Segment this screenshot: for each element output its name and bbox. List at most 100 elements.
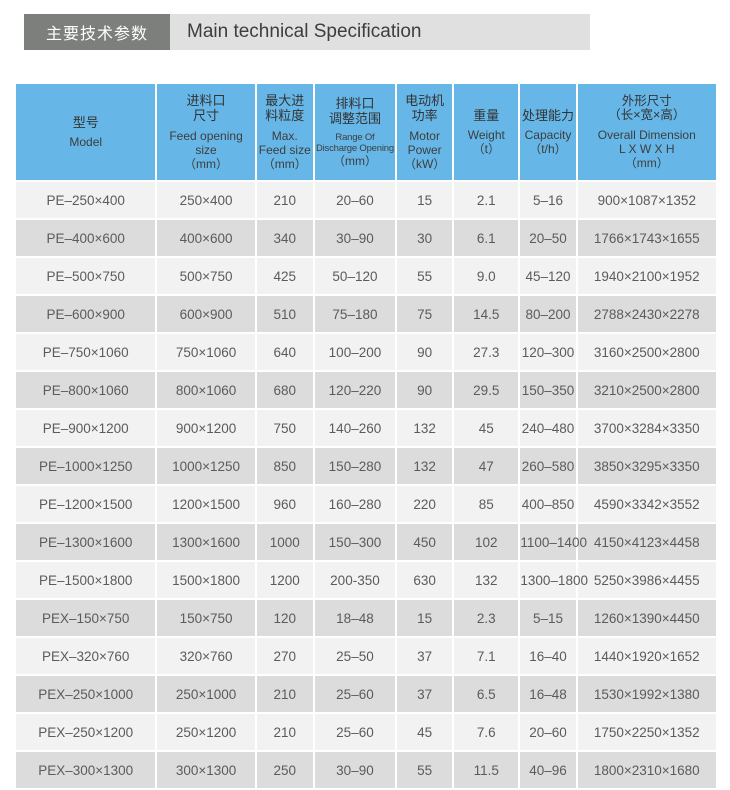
cell-feed-opening: 600×900 (157, 296, 255, 332)
cell-max-feed-size: 1200 (256, 562, 313, 598)
table-body: PE–250×400 250×400 210 20–60 15 2.1 5–16 900×10… (16, 182, 716, 788)
column-header-cn: 电动机 (405, 92, 445, 108)
column-header-en: Range Of (335, 131, 375, 143)
cell-model: PEX–150×750 (16, 600, 156, 636)
cell-max-feed-size: 210 (256, 676, 313, 712)
table-row: PE–400×600 400×600 340 30–90 30 6.1 20–50 1766×… (16, 220, 716, 256)
cell-feed-opening: 250×1000 (157, 676, 255, 712)
cell-max-feed-size: 960 (256, 486, 313, 522)
table-row: PE–1500×1800 1500×1800 1200 200-350 630 132 13… (16, 562, 716, 598)
column-header-cn: 进料口 (186, 92, 226, 108)
cell-weight: 29.5 (454, 372, 519, 408)
column-header-cn: 外形尺寸 (621, 93, 672, 108)
column-header-motor-power: 电动机 功率 Motor Power （kW） (397, 84, 453, 180)
cell-weight: 2.3 (454, 600, 519, 636)
cell-feed-opening: 800×1060 (157, 372, 255, 408)
table-row: PE–900×1200 900×1200 750 140–260 132 45 240–48… (16, 410, 716, 446)
cell-max-feed-size: 425 (256, 258, 313, 294)
cell-discharge-opening: 18–48 (314, 600, 396, 636)
table-row: PEX–250×1000 250×1000 210 25–60 37 6.5 16–48 15… (16, 676, 716, 712)
cell-discharge-opening: 30–90 (314, 752, 396, 788)
cell-overall-dimension: 1440×1920×1652 (577, 638, 716, 674)
cell-discharge-opening: 25–50 (314, 638, 396, 674)
column-header-en2: Discharge Opening (315, 142, 394, 154)
section-title-cn: 主要技术参数 (24, 14, 170, 50)
column-header-unit: （t/h） (529, 142, 567, 157)
cell-motor-power: 45 (397, 714, 453, 750)
cell-model: PE–500×750 (16, 258, 156, 294)
table-row: PEX–250×1200 250×1200 210 25–60 45 7.6 20–60 17… (16, 714, 716, 750)
cell-discharge-opening: 30–90 (314, 220, 396, 256)
cell-motor-power: 90 (397, 372, 453, 408)
column-header-cn2: 调整范围 (328, 111, 381, 127)
cell-motor-power: 90 (397, 334, 453, 370)
cell-motor-power: 132 (397, 410, 453, 446)
cell-motor-power: 15 (397, 182, 453, 218)
table-row: PE–250×400 250×400 210 20–60 15 2.1 5–16 900×10… (16, 182, 716, 218)
cell-max-feed-size: 120 (256, 600, 313, 636)
cell-model: PE–250×400 (16, 182, 156, 218)
cell-weight: 7.1 (454, 638, 519, 674)
table-row: PEX–150×750 150×750 120 18–48 15 2.3 5–15 1260×… (16, 600, 716, 636)
table-row: PEX–320×760 320×760 270 25–50 37 7.1 16–40 1440… (16, 638, 716, 674)
cell-weight: 45 (454, 410, 519, 446)
cell-weight: 6.5 (454, 676, 519, 712)
column-header-discharge-opening: 排料口 调整范围 Range Of Discharge Opening （mm） (314, 84, 396, 180)
specification-table-container: 型号 Model 进料口 尺寸 Feed opening size （mm） 最大进 料粒度 Ma… (14, 82, 718, 790)
cell-motor-power: 630 (397, 562, 453, 598)
cell-max-feed-size: 210 (256, 182, 313, 218)
cell-feed-opening: 250×400 (157, 182, 255, 218)
cell-overall-dimension: 3700×3284×3350 (577, 410, 716, 446)
column-header-en: Max. (271, 128, 298, 143)
cell-weight: 7.6 (454, 714, 519, 750)
column-header-cn: 型号 (72, 114, 99, 130)
cell-capacity: 20–50 (520, 220, 576, 256)
cell-max-feed-size: 750 (256, 410, 313, 446)
column-header-weight: 重量 Weight （t） (454, 84, 519, 180)
cell-feed-opening: 500×750 (157, 258, 255, 294)
column-header-unit: （mm） (262, 156, 307, 171)
cell-discharge-opening: 25–60 (314, 676, 396, 712)
cell-capacity: 20–60 (520, 714, 576, 750)
column-header-max-feed-size: 最大进 料粒度 Max. Feed size （mm） (256, 84, 313, 180)
table-header: 型号 Model 进料口 尺寸 Feed opening size （mm） 最大进 料粒度 Ma… (16, 84, 716, 180)
table-row: PE–800×1060 800×1060 680 120–220 90 29.5 150–3… (16, 372, 716, 408)
table-row: PE–1200×1500 1200×1500 960 160–280 220 85 400–… (16, 486, 716, 522)
cell-capacity: 16–48 (520, 676, 576, 712)
cell-discharge-opening: 120–220 (314, 372, 396, 408)
cell-discharge-opening: 25–60 (314, 714, 396, 750)
cell-overall-dimension: 1750×2250×1352 (577, 714, 716, 750)
cell-discharge-opening: 150–280 (314, 448, 396, 484)
column-header-cn2: （长×宽×高） (608, 108, 686, 123)
cell-model: PEX–300×1300 (16, 752, 156, 788)
cell-overall-dimension: 2788×2430×2278 (577, 296, 716, 332)
column-header-cn: 排料口 (335, 95, 375, 111)
cell-feed-opening: 750×1060 (157, 334, 255, 370)
cell-weight: 27.3 (454, 334, 519, 370)
column-header-model: 型号 Model (16, 84, 156, 180)
cell-feed-opening: 320×760 (157, 638, 255, 674)
cell-motor-power: 15 (397, 600, 453, 636)
cell-motor-power: 75 (397, 296, 453, 332)
cell-overall-dimension: 4590×3342×3552 (577, 486, 716, 522)
column-header-unit: （mm） (624, 156, 669, 171)
column-header-en2: L X W X H (618, 142, 675, 157)
cell-weight: 9.0 (454, 258, 519, 294)
column-header-en: Feed opening (169, 128, 243, 143)
cell-feed-opening: 900×1200 (157, 410, 255, 446)
cell-feed-opening: 1200×1500 (157, 486, 255, 522)
cell-feed-opening: 150×750 (157, 600, 255, 636)
cell-feed-opening: 1000×1250 (157, 448, 255, 484)
cell-capacity: 240–480 (520, 410, 576, 446)
column-header-en2: Power (407, 142, 442, 157)
cell-motor-power: 132 (397, 448, 453, 484)
cell-motor-power: 55 (397, 258, 453, 294)
cell-weight: 14.5 (454, 296, 519, 332)
cell-max-feed-size: 850 (256, 448, 313, 484)
column-header-feed-opening: 进料口 尺寸 Feed opening size （mm） (157, 84, 255, 180)
column-header-en: Model (69, 135, 103, 150)
cell-max-feed-size: 680 (256, 372, 313, 408)
table-row: PEX–300×1300 300×1300 250 30–90 55 11.5 40–96 1… (16, 752, 716, 788)
cell-capacity: 400–850 (520, 486, 576, 522)
section-title-en: Main technical Specification (187, 21, 422, 42)
